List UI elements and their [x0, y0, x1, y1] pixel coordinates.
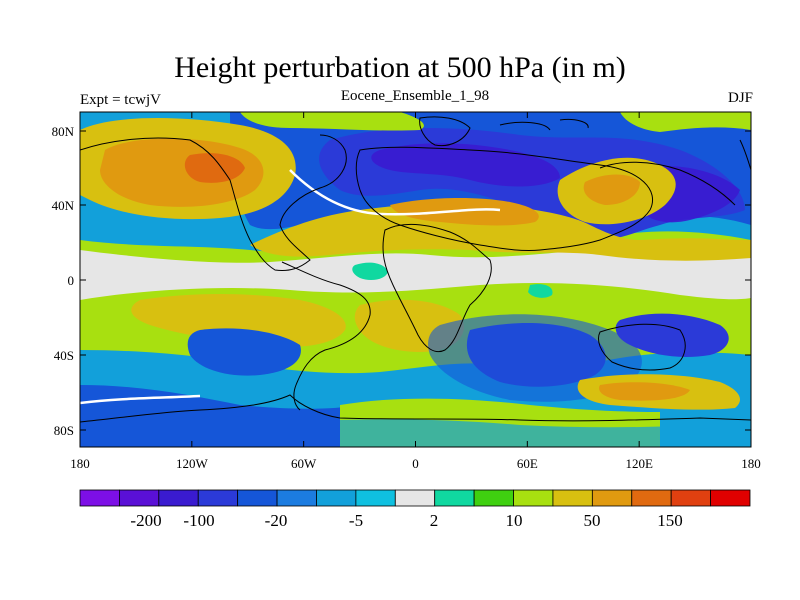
colorbar-label: 10 — [506, 511, 523, 530]
experiment-label: Expt = tcwjV — [80, 92, 161, 108]
lat-tick-label: 40N — [52, 198, 75, 213]
colorbar-swatch — [237, 489, 278, 507]
lon-tick-label: 60E — [517, 456, 538, 471]
colorbar-label: -100 — [183, 511, 214, 530]
lon-tick-label: 180 — [70, 456, 90, 471]
coast-asia-east — [599, 139, 751, 206]
longitude-ticks: 180 120W 60W 0 60E 120E 180 — [70, 112, 761, 471]
colorbar-swatch — [158, 489, 199, 507]
subtropical-orange — [390, 198, 539, 226]
south-yellow-pacific — [131, 294, 346, 347]
colorbar-label: 2 — [430, 511, 439, 530]
latitude-ticks: 80N 40N 0 40S 80S — [52, 124, 751, 438]
colorbar-label: -5 — [349, 511, 363, 530]
colorbar-swatch — [710, 489, 751, 507]
ensemble-label: Eocene_Ensemble_1_98 — [340, 88, 490, 104]
ne-orange-bump — [583, 174, 640, 205]
coast-antarctica — [80, 394, 751, 423]
colorbar-swatch — [631, 489, 672, 507]
contour-field — [80, 112, 751, 447]
colorbar-swatch — [197, 489, 239, 507]
lat-tick-label: 80S — [54, 423, 74, 438]
south-blue-band — [80, 385, 360, 447]
arctic-yellow-strip — [240, 112, 751, 132]
colorbar-swatch — [119, 489, 160, 507]
tropical-green-patch — [352, 262, 553, 298]
nw-dark-orange — [184, 153, 245, 183]
colorbar-label: -20 — [265, 511, 288, 530]
south-blue-pacific — [187, 328, 301, 376]
coastlines — [80, 116, 751, 423]
colorbar-swatch — [473, 489, 514, 507]
colorbar-swatch — [79, 489, 120, 507]
colorbar: -200 -100 -20 -5 2 10 50 150 — [79, 489, 751, 530]
colorbar-swatch — [591, 489, 633, 507]
coast-north-america — [80, 134, 347, 271]
lat-tick-label: 80N — [52, 124, 75, 139]
colorbar-swatch — [355, 489, 396, 507]
coast-greenland — [419, 116, 471, 147]
season-label: DJF — [727, 90, 753, 106]
coast-south-america — [281, 261, 371, 411]
colorbar-swatch — [276, 489, 317, 507]
lat-tick-label: 0 — [68, 273, 75, 288]
coast-australia — [598, 323, 686, 371]
colorbar-swatch — [670, 489, 711, 507]
coast-eurasia — [355, 146, 653, 251]
coast-africa — [382, 223, 492, 353]
colorbar-swatch — [434, 489, 475, 507]
colorbar-label: -200 — [130, 511, 161, 530]
antarctic-orange — [599, 382, 690, 401]
colorbar-swatch — [552, 489, 593, 507]
colorbar-label: 50 — [584, 511, 601, 530]
coast-arctic-islands — [499, 119, 589, 131]
subtropical-yellow — [250, 202, 751, 261]
lat-tick-label: 40S — [54, 348, 74, 363]
lon-tick-label: 0 — [412, 456, 419, 471]
plot-title: Height perturbation at 500 hPa (in m) — [174, 51, 626, 84]
antarctic-cyan-band — [340, 419, 751, 447]
contour-zero-line — [80, 169, 501, 405]
colorbar-label: 150 — [657, 511, 683, 530]
colorbar-swatch — [394, 489, 436, 507]
lon-tick-label: 60W — [291, 456, 317, 471]
lon-tick-label: 120W — [176, 456, 209, 471]
colorbar-swatch — [513, 489, 554, 507]
colorbar-swatch — [316, 489, 357, 507]
lon-tick-label: 180 — [741, 456, 761, 471]
lon-tick-label: 120E — [625, 456, 653, 471]
